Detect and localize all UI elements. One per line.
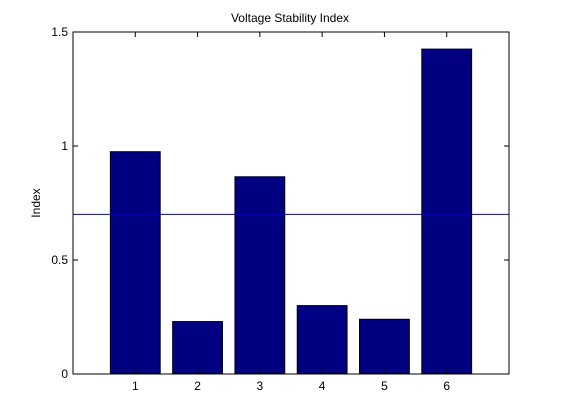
- x-tick-label-3: 3: [257, 379, 264, 393]
- bar-5: [359, 318, 410, 375]
- ticks-layer: 1 2 3 4 5 6 0 0.5 1 1.5: [51, 25, 509, 393]
- x-tick-label-6: 6: [443, 379, 450, 393]
- chart-title: Voltage Stability Index: [231, 11, 349, 25]
- bar-1: [109, 151, 161, 375]
- bar-6: [421, 48, 473, 375]
- x-tick-label-5: 5: [381, 379, 388, 393]
- x-tick-label-2: 2: [194, 379, 201, 393]
- plot-frame: [72, 31, 510, 375]
- bar-2: [172, 321, 223, 375]
- y-tick-label-1: 1: [61, 139, 68, 153]
- bar-4: [296, 305, 348, 375]
- y-axis-label: Index: [29, 188, 43, 217]
- bar-3: [234, 176, 286, 375]
- y-tick-label-0: 0: [61, 367, 68, 381]
- bars-layer: [109, 48, 473, 375]
- x-tick-label-4: 4: [319, 379, 326, 393]
- y-tick-label-1.5: 1.5: [51, 25, 68, 39]
- x-tick-label-1: 1: [132, 379, 139, 393]
- y-tick-label-0.5: 0.5: [51, 253, 68, 267]
